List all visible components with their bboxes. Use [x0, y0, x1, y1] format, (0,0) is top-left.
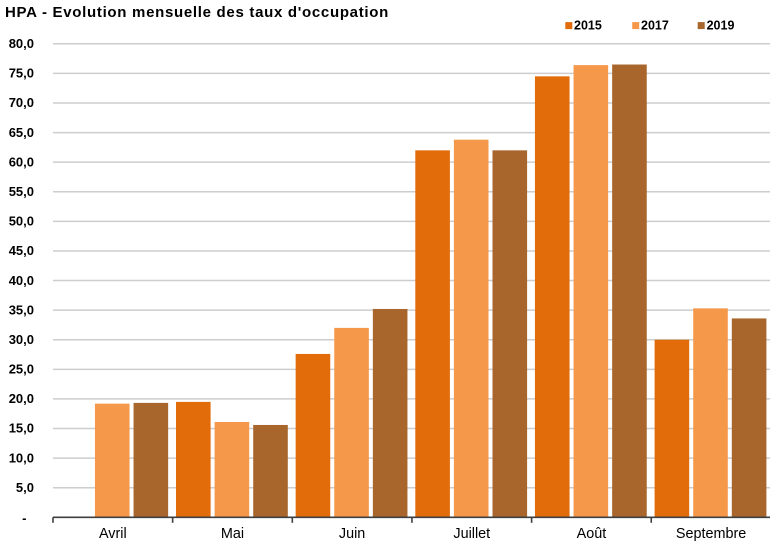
svg-text:2019: 2019	[707, 19, 735, 33]
svg-text:35,0: 35,0	[9, 302, 34, 317]
svg-text:Avril: Avril	[99, 526, 127, 542]
svg-text:70,0: 70,0	[9, 95, 34, 110]
svg-text:80,0: 80,0	[9, 36, 34, 51]
svg-text:75,0: 75,0	[9, 66, 34, 81]
svg-text:5,0: 5,0	[16, 480, 34, 495]
svg-text:HPA - Evolution mensuelle des: HPA - Evolution mensuelle des taux d'occ…	[5, 4, 389, 21]
svg-text:10,0: 10,0	[9, 450, 34, 465]
svg-text:-: -	[22, 511, 26, 526]
svg-text:Juillet: Juillet	[453, 526, 490, 542]
svg-text:55,0: 55,0	[9, 184, 34, 199]
svg-text:2017: 2017	[641, 19, 669, 33]
svg-text:45,0: 45,0	[9, 243, 34, 258]
svg-text:25,0: 25,0	[9, 362, 34, 377]
svg-text:60,0: 60,0	[9, 154, 34, 169]
svg-text:Septembre: Septembre	[676, 526, 746, 542]
svg-text:Juin: Juin	[339, 526, 365, 542]
svg-text:Août: Août	[577, 526, 607, 542]
svg-text:30,0: 30,0	[9, 332, 34, 347]
svg-text:Mai: Mai	[221, 526, 244, 542]
svg-text:50,0: 50,0	[9, 214, 34, 229]
svg-text:20,0: 20,0	[9, 391, 34, 406]
svg-text:40,0: 40,0	[9, 273, 34, 288]
svg-text:2015: 2015	[574, 19, 602, 33]
svg-text:65,0: 65,0	[9, 125, 34, 140]
svg-text:15,0: 15,0	[9, 421, 34, 436]
